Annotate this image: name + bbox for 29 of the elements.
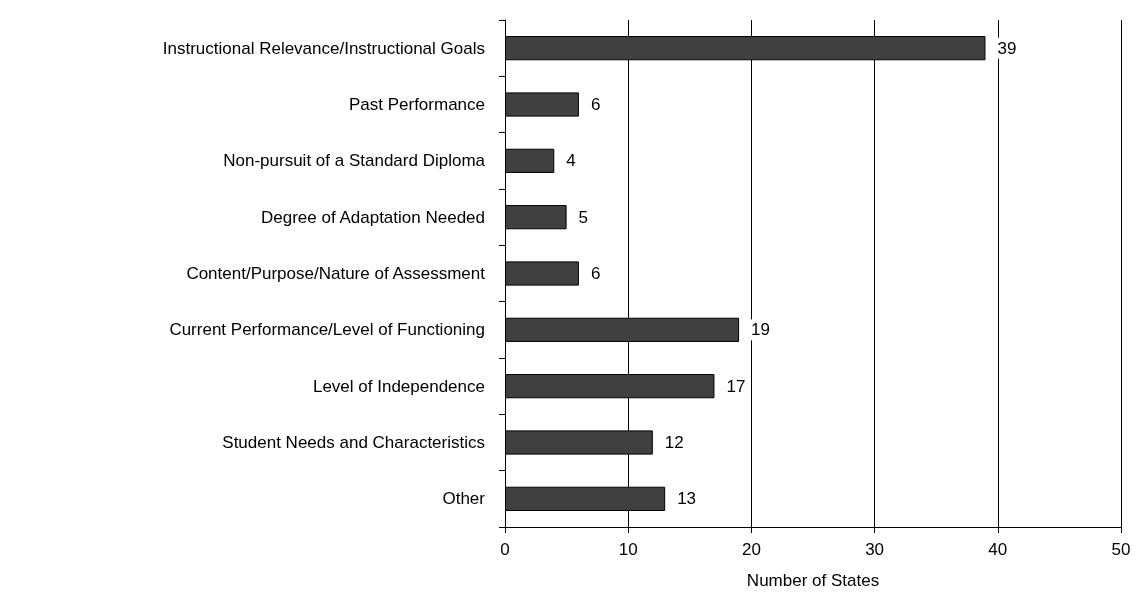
y-tick-label: Current Performance/Level of Functioning — [169, 320, 485, 340]
x-tick-label: 0 — [500, 540, 510, 559]
data-label: 17 — [726, 376, 746, 396]
x-tick-label: 30 — [865, 540, 885, 559]
y-tick-label: Degree of Adaptation Needed — [260, 207, 485, 227]
y-tick-label: Student Needs and Characteristics — [222, 433, 485, 452]
x-tick-label: 40 — [988, 540, 1008, 559]
data-label: 6 — [590, 95, 601, 114]
y-tick-label: Instructional Relevance/Instructional Goals — [162, 38, 485, 58]
x-tick-label: 50 — [1111, 540, 1131, 559]
bar — [505, 148, 555, 173]
y-tick-label: Non-pursuit of a Standard Diploma — [223, 151, 486, 171]
y-tick-label: Past Performance — [348, 95, 485, 114]
data-label: 4 — [566, 151, 576, 171]
data-label: 39 — [997, 38, 1017, 58]
x-tick-label: 20 — [741, 540, 761, 559]
bar — [505, 205, 567, 230]
data-label: 19 — [751, 320, 770, 340]
bar — [505, 92, 579, 117]
data-label: 6 — [590, 264, 601, 283]
data-label: 12 — [664, 433, 684, 452]
data-label: 5 — [578, 207, 589, 227]
y-tick-label: Other — [442, 489, 486, 509]
data-label: 13 — [677, 489, 697, 509]
y-tick-label: Content/Purpose/Nature of Assessment — [186, 264, 486, 283]
x-tick-label: 10 — [618, 540, 638, 559]
x-axis-title: Number of States — [746, 571, 880, 590]
y-tick-label: Level of Independence — [312, 376, 485, 396]
bar — [505, 261, 579, 286]
